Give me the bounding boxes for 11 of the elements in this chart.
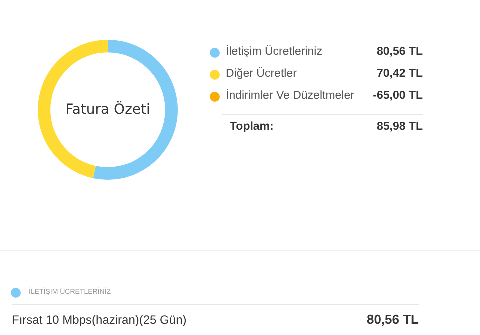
legend-label: İletişim Ücretleriniz xyxy=(226,46,322,58)
legend-label: İndirimler Ve Düzeltmeler xyxy=(226,90,354,102)
data-label: 70,42 TL xyxy=(376,68,423,80)
text: Fırsat 10 Mbps(haziran)(25 Gün) xyxy=(12,313,187,327)
text: Toplam: xyxy=(230,121,274,133)
text: Fatura Özeti xyxy=(64,100,152,120)
data-label: 80,56 TL xyxy=(376,46,423,58)
text: 85,98 TL xyxy=(376,121,423,133)
text: -65,00 TL xyxy=(373,90,423,102)
legend-label: Diğer Ücretler xyxy=(226,68,297,80)
text: 80,56 TL xyxy=(366,312,419,327)
